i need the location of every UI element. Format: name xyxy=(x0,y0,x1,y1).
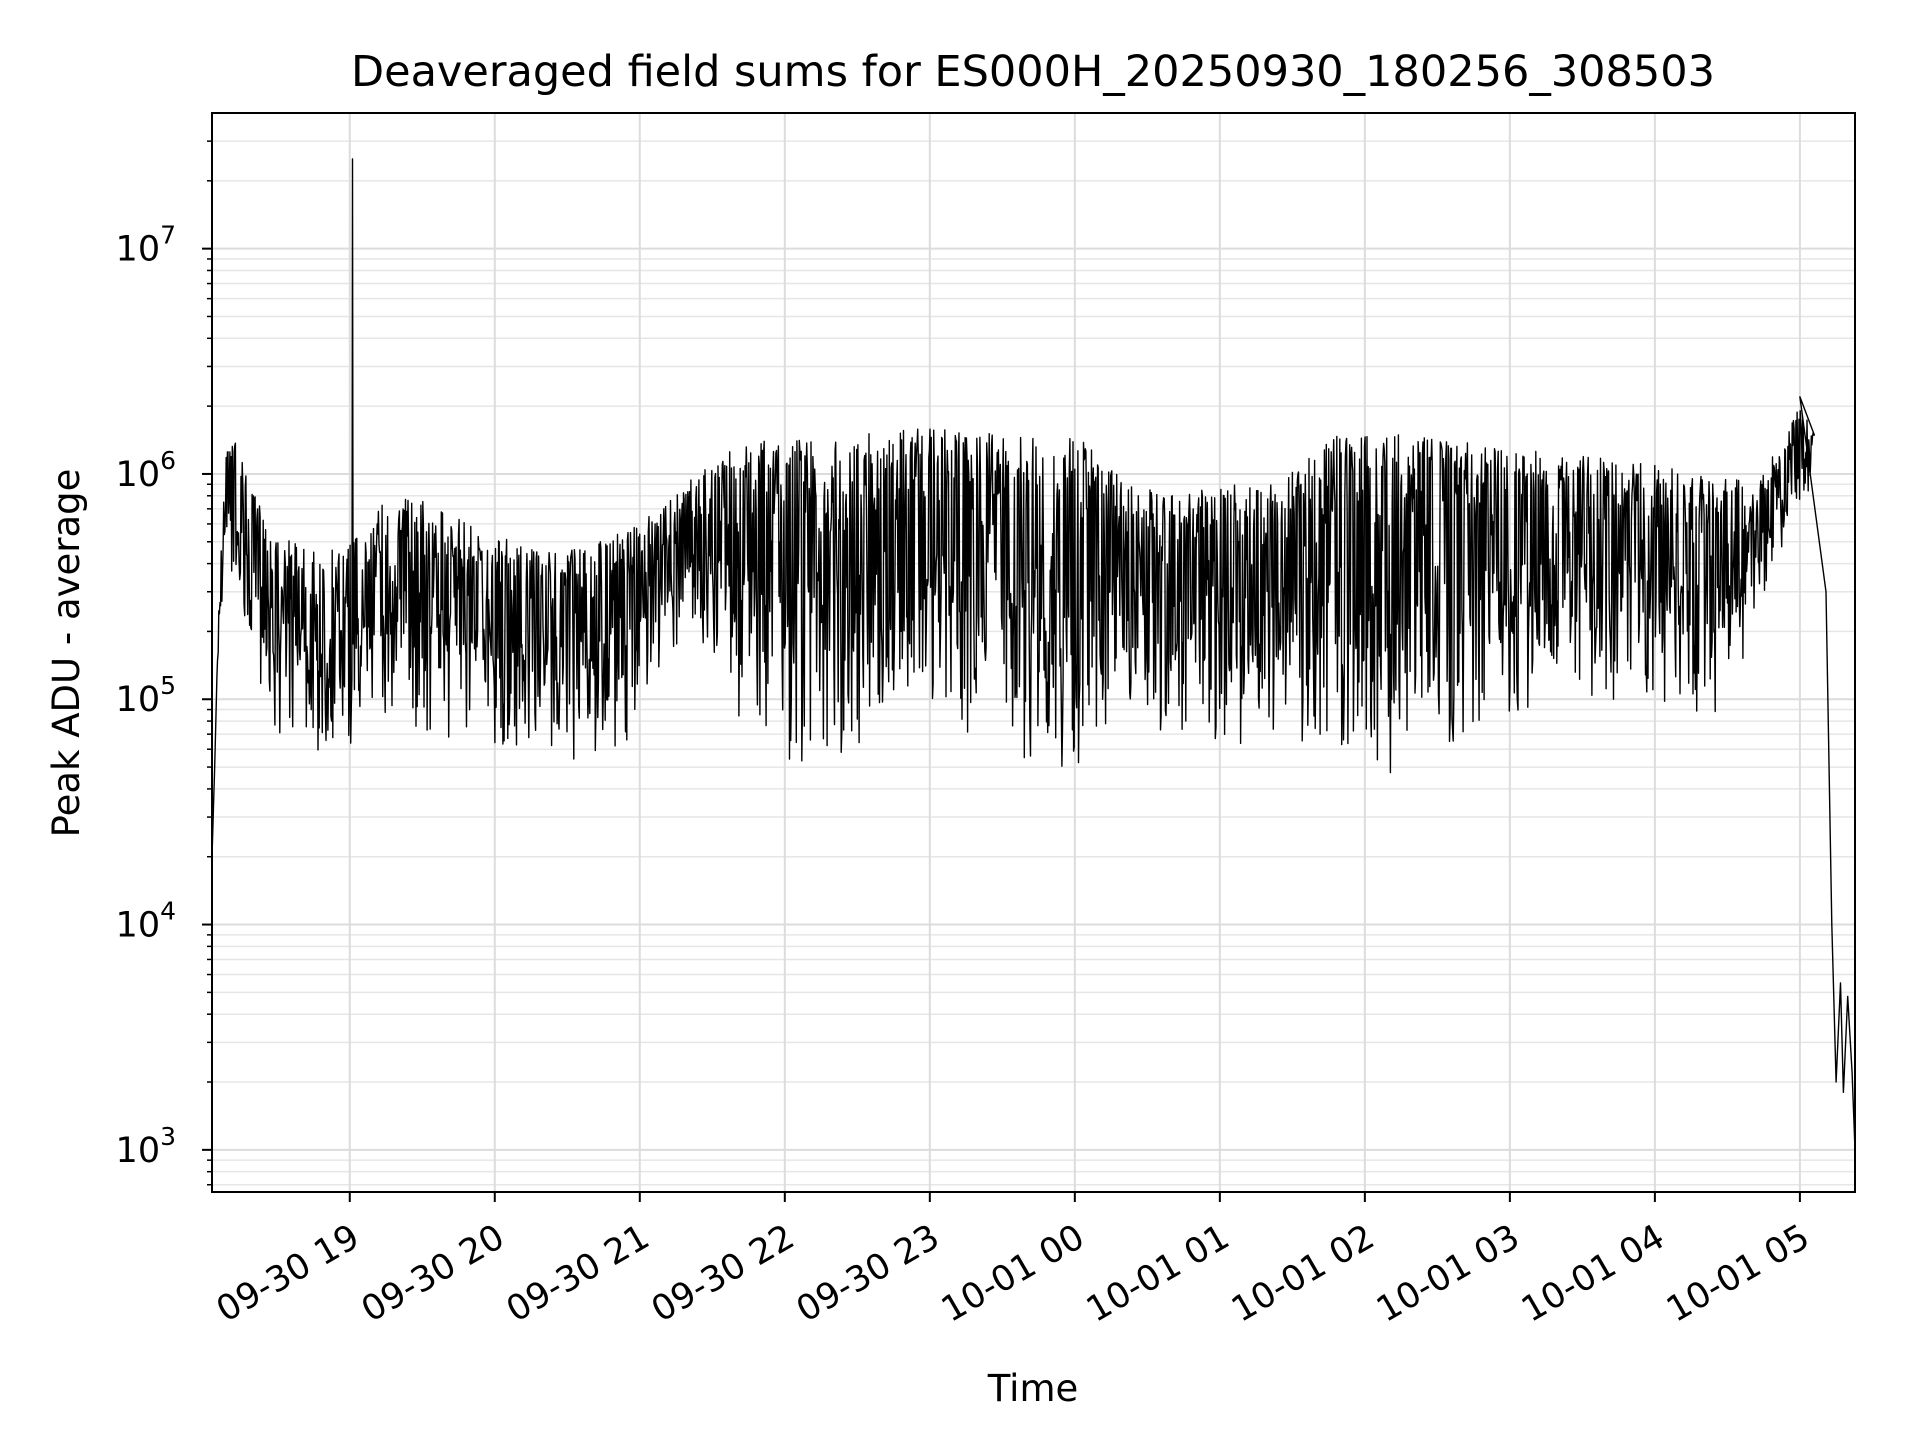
y-tick-label-exponent: 4 xyxy=(160,897,176,926)
y-tick-label-base: 10 xyxy=(116,680,161,720)
y-tick-label-base: 10 xyxy=(116,230,161,270)
y-tick-label: 107 xyxy=(116,221,176,270)
y-tick-label-exponent: 5 xyxy=(160,671,176,700)
plot-background xyxy=(212,113,1855,1192)
y-axis-label: Peak ADU - average xyxy=(45,469,88,838)
chart-title: Deaveraged field sums for ES000H_2025093… xyxy=(351,47,1715,97)
y-tick-label: 103 xyxy=(116,1122,176,1171)
y-tick-label: 104 xyxy=(116,897,176,946)
plot-frame xyxy=(211,112,1856,1193)
y-tick-label-base: 10 xyxy=(116,906,161,946)
y-tick-label-base: 10 xyxy=(116,455,161,495)
y-tick-label-exponent: 7 xyxy=(160,221,176,250)
y-tick-label: 105 xyxy=(116,671,176,720)
plot-area xyxy=(211,112,1856,1193)
y-tick-label-exponent: 3 xyxy=(160,1122,176,1151)
series-line xyxy=(211,158,1856,1150)
x-axis-label: Time xyxy=(987,1367,1079,1410)
y-tick-label-exponent: 6 xyxy=(160,446,176,475)
series-layer xyxy=(211,158,1856,1150)
y-tick-label: 106 xyxy=(116,446,176,495)
y-tick-label-base: 10 xyxy=(116,1131,161,1171)
